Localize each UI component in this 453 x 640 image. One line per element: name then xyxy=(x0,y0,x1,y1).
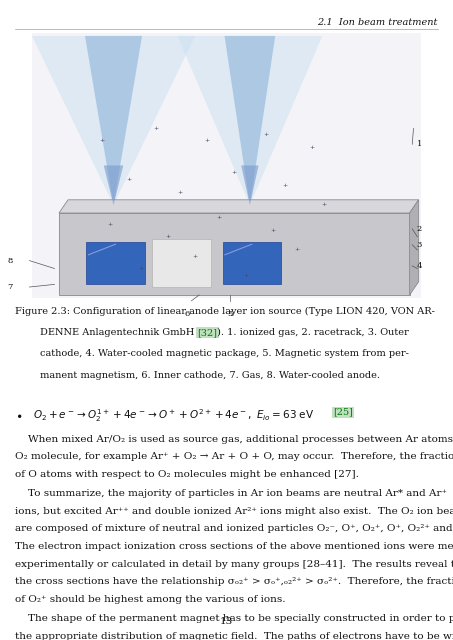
Text: 5: 5 xyxy=(228,310,233,318)
Text: are composed of mixture of neutral and ionized particles O₂⁻, O⁺, O₂⁺, O⁺, O₂²⁺ : are composed of mixture of neutral and i… xyxy=(15,525,453,534)
Polygon shape xyxy=(85,36,142,205)
Text: 13: 13 xyxy=(220,617,233,626)
Text: $O_2 + e^- \rightarrow O_2^{1+} + 4e^- \rightarrow O^+ + O^{2+} + 4e^-,\ E_{io} : $O_2 + e^- \rightarrow O_2^{1+} + 4e^- \… xyxy=(33,408,314,424)
Text: +: + xyxy=(99,138,105,143)
Text: cathode, 4. Water-cooled magnetic package, 5. Magnetic system from per-: cathode, 4. Water-cooled magnetic packag… xyxy=(15,349,409,358)
Text: 6: 6 xyxy=(185,310,190,318)
Bar xyxy=(153,239,211,287)
Text: 8: 8 xyxy=(7,257,13,264)
Text: +: + xyxy=(263,132,268,137)
Text: +: + xyxy=(282,183,288,188)
Bar xyxy=(32,33,421,298)
Text: ions, but excited Ar⁺⁺ and double ionized Ar²⁺ ions might also exist.  The O₂ io: ions, but excited Ar⁺⁺ and double ionize… xyxy=(15,507,453,516)
Polygon shape xyxy=(32,36,195,205)
Text: +: + xyxy=(177,189,183,195)
Text: $\bullet$: $\bullet$ xyxy=(15,408,22,420)
Text: +: + xyxy=(231,170,237,175)
Polygon shape xyxy=(178,36,323,205)
Text: 3: 3 xyxy=(417,241,422,249)
Text: +: + xyxy=(294,247,299,252)
Text: DENNE Anlagentechnik GmbH: DENNE Anlagentechnik GmbH xyxy=(15,328,198,337)
Text: [32]: [32] xyxy=(198,328,217,337)
Text: +: + xyxy=(204,138,210,143)
Text: The electron impact ionization cross sections of the above mentioned ions were m: The electron impact ionization cross sec… xyxy=(15,542,453,551)
Text: +: + xyxy=(309,145,315,150)
Text: 2.1  Ion beam treatment: 2.1 Ion beam treatment xyxy=(317,18,437,27)
Text: +: + xyxy=(138,266,144,271)
Text: the appropriate distribution of magnetic field.  The paths of electrons have to : the appropriate distribution of magnetic… xyxy=(15,632,453,640)
Text: O₂ molecule, for example Ar⁺ + O₂ → Ar + O + O, may occur.  Therefore, the fract: O₂ molecule, for example Ar⁺ + O₂ → Ar +… xyxy=(15,452,453,461)
Polygon shape xyxy=(241,166,259,205)
Text: manent magnetism, 6. Inner cathode, 7. Gas, 8. Water-cooled anode.: manent magnetism, 6. Inner cathode, 7. G… xyxy=(15,371,380,380)
Text: +: + xyxy=(154,125,159,131)
Text: 1: 1 xyxy=(417,140,422,148)
Text: The shape of the permanent magnet has to be specially constructed in order to pr: The shape of the permanent magnet has to… xyxy=(15,614,453,623)
Text: of O atoms with respect to O₂ molecules might be enhanced [27].: of O atoms with respect to O₂ molecules … xyxy=(15,470,359,479)
Text: 4: 4 xyxy=(417,262,422,270)
Text: Figure 2.3: Configuration of linear anode layer ion source (Type LION 420, VON A: Figure 2.3: Configuration of linear anod… xyxy=(15,307,435,316)
Text: +: + xyxy=(270,228,276,233)
Text: +: + xyxy=(321,202,327,207)
Text: of O₂⁺ should be highest among the various of ions.: of O₂⁺ should be highest among the vario… xyxy=(15,595,285,604)
Text: 7: 7 xyxy=(7,283,13,291)
Text: +: + xyxy=(216,215,222,220)
Text: experimentally or calculated in detail by many groups [28–41].  The results reve: experimentally or calculated in detail b… xyxy=(15,559,453,569)
Text: +: + xyxy=(243,273,249,278)
Text: [25]: [25] xyxy=(333,408,353,417)
FancyBboxPatch shape xyxy=(86,242,145,284)
Text: +: + xyxy=(193,253,198,259)
Text: When mixed Ar/O₂ is used as source gas, additional processes between Ar atoms an: When mixed Ar/O₂ is used as source gas, … xyxy=(15,435,453,444)
Text: ). 1. ionized gas, 2. racetrack, 3. Outer: ). 1. ionized gas, 2. racetrack, 3. Oute… xyxy=(217,328,409,337)
Polygon shape xyxy=(225,36,275,205)
Polygon shape xyxy=(410,200,419,295)
Text: +: + xyxy=(107,221,112,227)
Polygon shape xyxy=(104,166,123,205)
FancyBboxPatch shape xyxy=(59,213,410,295)
FancyBboxPatch shape xyxy=(222,242,281,284)
Polygon shape xyxy=(59,200,419,213)
Text: To summarize, the majority of particles in Ar ion beams are neutral Ar* and Ar⁺: To summarize, the majority of particles … xyxy=(15,489,447,499)
Text: +: + xyxy=(126,177,132,182)
Text: +: + xyxy=(165,234,171,239)
Text: 2: 2 xyxy=(417,225,422,233)
Text: the cross sections have the relationship σₒ₂⁺ > σₒ⁺,ₒ₂²⁺ > σₒ²⁺.  Therefore, the: the cross sections have the relationship… xyxy=(15,577,453,586)
